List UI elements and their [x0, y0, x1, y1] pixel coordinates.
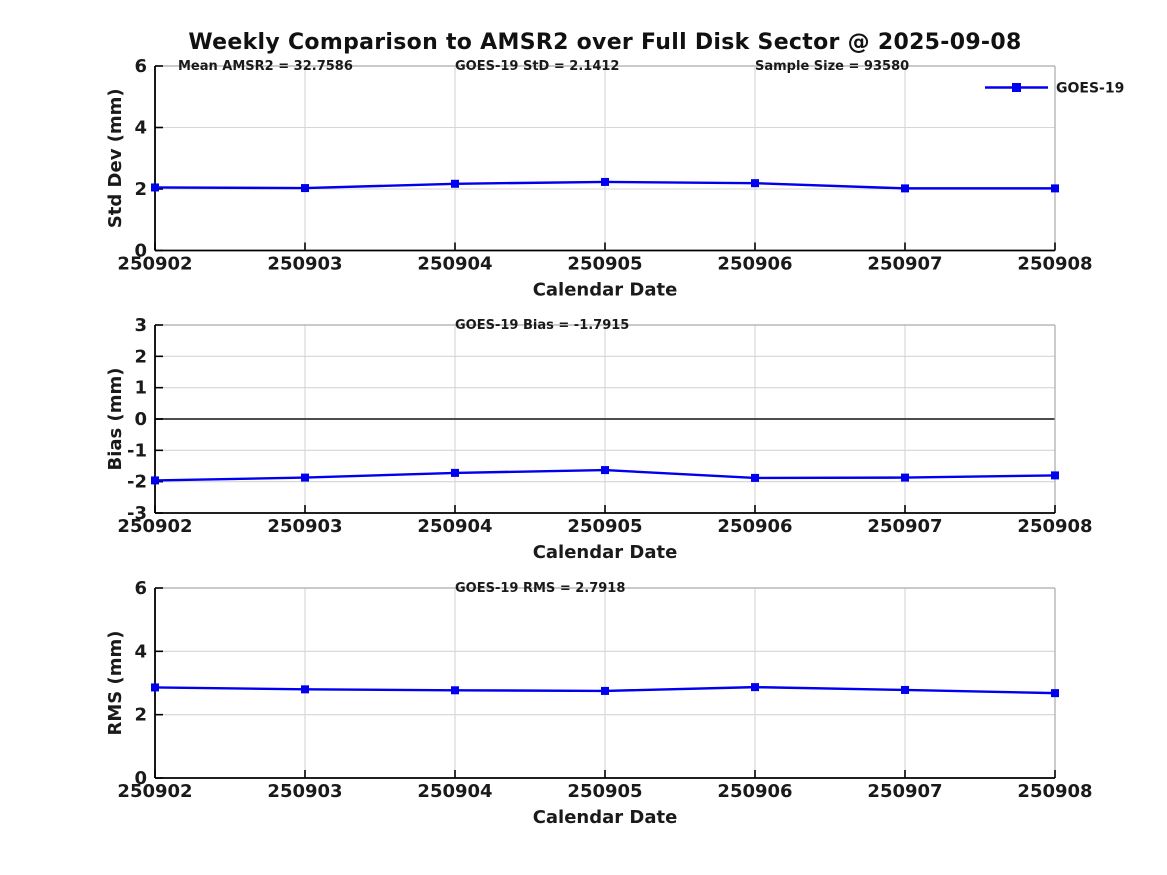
- legend: GOES-19: [985, 81, 1124, 97]
- x-tick-label: 250905: [567, 254, 642, 275]
- gridlines-rms: [155, 588, 1055, 778]
- x-tick-label: 250903: [267, 516, 342, 537]
- y-axis-title: Bias (mm): [105, 368, 126, 471]
- tick-marks-rms: [154, 587, 1056, 779]
- plot-bias: 250902 250903 250904 250905 250906 250907 2509…: [105, 315, 1093, 563]
- x-tick-label: 250907: [867, 781, 942, 802]
- plot-rms: 250902 250903 250904 250905 250906 250907 2509…: [105, 578, 1093, 828]
- y-tick-label: 4: [134, 641, 147, 662]
- data-point-marker: [601, 177, 609, 186]
- tick-marks-std-dev: [154, 65, 1056, 252]
- data-point-marker: [301, 685, 309, 694]
- x-tick-label: 250903: [267, 781, 342, 802]
- stat-annotation: GOES-19 Bias = -1.7915: [455, 318, 629, 333]
- data-point-marker: [301, 184, 309, 193]
- x-tick-label: 250908: [1017, 516, 1092, 537]
- y-tick-label: 1: [134, 378, 147, 399]
- stat-annotation: Mean AMSR2 = 32.7586: [178, 59, 353, 74]
- data-point-marker: [451, 179, 459, 188]
- x-tick-label: 250904: [417, 254, 492, 275]
- stat-annotation: Sample Size = 93580: [755, 59, 909, 74]
- y-tick-label: 3: [134, 315, 147, 336]
- x-axis-title: Calendar Date: [533, 807, 678, 828]
- legend-marker: [1012, 83, 1021, 92]
- data-point-marker: [751, 179, 759, 188]
- data-point-marker: [601, 466, 609, 475]
- y-tick-label: 6: [134, 578, 147, 599]
- x-tick-label: 250902: [117, 516, 192, 537]
- data-point-marker: [1051, 471, 1059, 480]
- y-tick-label: -1: [127, 440, 147, 461]
- data-point-marker: [901, 473, 909, 482]
- x-tick-label: 250902: [117, 781, 192, 802]
- x-tick-label: 250908: [1017, 781, 1092, 802]
- data-point-marker: [451, 686, 459, 695]
- x-tick-label: 250907: [867, 516, 942, 537]
- plot-std-dev: 250902 250903 250904 250905 250906 250907 2509…: [105, 56, 1093, 301]
- data-point-marker: [1051, 689, 1059, 698]
- x-tick-label: 250906: [717, 516, 792, 537]
- stat-annotation: GOES-19 RMS = 2.7918: [455, 581, 625, 596]
- y-tick-label: 2: [134, 179, 147, 200]
- data-point-marker: [151, 683, 159, 692]
- data-point-marker: [1051, 184, 1059, 193]
- tick-marks-bias: [154, 324, 1056, 514]
- x-tick-label: 250906: [717, 781, 792, 802]
- data-point-marker: [151, 476, 159, 485]
- x-tick-label: 250905: [567, 781, 642, 802]
- data-point-marker: [751, 683, 759, 692]
- data-point-marker: [601, 686, 609, 695]
- y-tick-label: 0: [134, 409, 147, 430]
- y-tick-label: 0: [134, 241, 147, 262]
- legend-label: GOES-19: [1056, 81, 1124, 97]
- data-point-marker: [301, 473, 309, 482]
- data-point-marker: [451, 468, 459, 477]
- x-tick-label: 250904: [417, 516, 492, 537]
- figure-title: Weekly Comparison to AMSR2 over Full Dis…: [188, 30, 1022, 55]
- x-axis-title: Calendar Date: [533, 542, 678, 563]
- x-tick-label: 250906: [717, 254, 792, 275]
- x-tick-label: 250902: [117, 254, 192, 275]
- y-tick-label: -2: [127, 472, 147, 493]
- y-tick-label: 2: [134, 705, 147, 726]
- x-tick-label: 250904: [417, 781, 492, 802]
- x-tick-label: 250903: [267, 254, 342, 275]
- y-tick-label: 2: [134, 346, 147, 367]
- data-point-marker: [751, 473, 759, 482]
- y-tick-label: 6: [134, 56, 147, 77]
- data-point-marker: [901, 184, 909, 193]
- x-tick-label: 250908: [1017, 254, 1092, 275]
- data-point-marker: [901, 685, 909, 694]
- y-tick-label: -3: [127, 503, 147, 524]
- data-point-marker: [151, 183, 159, 192]
- x-tick-label: 250907: [867, 254, 942, 275]
- y-tick-label: 0: [134, 768, 147, 789]
- y-axis-title: RMS (mm): [105, 631, 126, 736]
- x-axis-title: Calendar Date: [533, 280, 678, 301]
- stat-annotation: GOES-19 StD = 2.1412: [455, 59, 619, 74]
- x-tick-label: 250905: [567, 516, 642, 537]
- y-tick-label: 4: [134, 118, 147, 139]
- gridlines-std-dev: [155, 66, 1055, 251]
- y-axis-title: Std Dev (mm): [105, 88, 126, 228]
